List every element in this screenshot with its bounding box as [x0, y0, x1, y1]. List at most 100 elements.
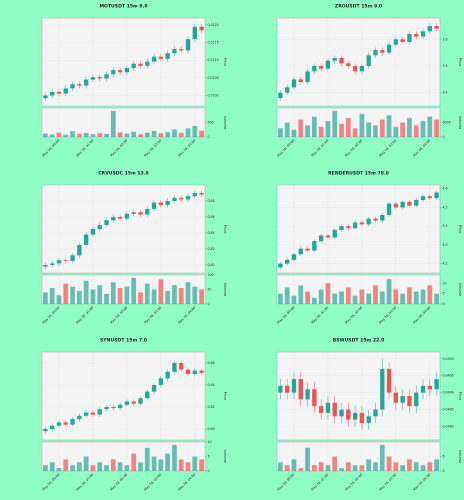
candle-body — [199, 193, 204, 195]
y-tick-label: 0.0490 — [443, 391, 454, 395]
candle-body — [380, 214, 385, 221]
x-tick-label: May 28, 00:00 — [41, 139, 60, 158]
volume-panel — [276, 107, 441, 138]
volume-tick-label: 5 — [443, 455, 445, 459]
chart-title: MOTUSDT 15m 8.0 — [99, 4, 147, 10]
volume-bar — [305, 125, 310, 137]
volume-bar — [131, 277, 137, 304]
y-tick-label: 0.0485 — [443, 408, 454, 412]
price-axis-label: Price — [223, 392, 227, 402]
candle-body — [83, 234, 89, 245]
price-axis-label: Price — [458, 225, 462, 235]
volume-bar — [178, 459, 184, 471]
x-tick-label: May 28, 01:00 — [75, 306, 94, 325]
volume-bar — [352, 295, 358, 304]
y-tick-label: 3.4 — [443, 91, 448, 95]
candle-body — [380, 368, 385, 410]
y-tick-label: 0.0495 — [443, 374, 454, 378]
candle-body — [298, 248, 303, 255]
volume-bar — [407, 287, 412, 304]
candle-body — [43, 429, 48, 432]
candle-body — [138, 398, 143, 404]
candle-body — [278, 92, 283, 98]
y-tick-label: 0.0110 — [208, 58, 219, 62]
x-tick-label: May 28, 02:00 — [344, 139, 363, 158]
candle-body — [332, 58, 337, 61]
candle-body — [285, 259, 290, 264]
candle-body — [111, 70, 116, 75]
candle-body — [179, 48, 184, 51]
chart-title: RENDERUSDT 15m 78.0 — [328, 171, 389, 177]
candle-body — [434, 192, 439, 199]
candle-body — [346, 409, 351, 420]
volume-bar — [70, 286, 75, 304]
volume-bar — [373, 462, 378, 471]
candle-body — [158, 56, 164, 59]
volume-bar — [49, 134, 55, 137]
y-tick-label: 0.60 — [208, 427, 215, 431]
volume-bar — [104, 293, 109, 304]
candle-body — [298, 79, 303, 82]
volume-bar — [97, 462, 103, 471]
candle-body — [124, 213, 130, 219]
volume-bar — [56, 132, 62, 137]
candle-body — [77, 245, 82, 256]
candle-body — [400, 396, 405, 403]
volume-bar — [420, 121, 426, 137]
y-tick-label: 0.0500 — [443, 357, 454, 361]
volume-bar — [352, 128, 358, 137]
volume-bar — [83, 132, 89, 137]
volume-bar — [172, 129, 177, 137]
candle-body — [318, 406, 324, 413]
candle-body — [366, 416, 371, 424]
volume-bar — [420, 465, 426, 471]
x-tick-label: May 28, 02:00 — [109, 473, 128, 492]
candle-body — [179, 363, 184, 370]
y-tick-label: 3.5 — [443, 64, 448, 68]
volume-bar — [83, 280, 89, 304]
candle-body — [70, 419, 75, 425]
volume-bar — [124, 133, 130, 137]
volume-bar — [339, 468, 344, 471]
candle-body — [145, 209, 150, 215]
candle-body — [83, 412, 89, 416]
candle-body — [172, 48, 177, 54]
volume-tick-label: 0 — [208, 302, 210, 306]
volume-bar — [298, 119, 304, 137]
candle-body — [192, 193, 197, 197]
candle-body — [312, 389, 317, 407]
y-tick-label: 0.86 — [208, 215, 215, 219]
volume-bar — [56, 295, 62, 304]
candle-body — [145, 61, 150, 66]
y-tick-label: 0.0100 — [208, 93, 219, 97]
candle-body — [312, 66, 317, 72]
volume-bar — [379, 291, 385, 304]
volume-bar — [43, 133, 48, 137]
volume-bar — [386, 279, 392, 304]
candle-body — [325, 402, 331, 413]
candle-body — [380, 50, 385, 53]
candle-body — [373, 50, 378, 56]
volume-bar — [318, 126, 324, 137]
x-tick-label: May 28, 02:00 — [344, 306, 363, 325]
candle-body — [352, 412, 358, 420]
volume-tick-label: 5 — [443, 292, 445, 296]
volume-bar — [178, 132, 184, 137]
candle-body — [43, 95, 48, 99]
chart-title: SYNUSDT 15m 7.0 — [100, 338, 147, 344]
volume-bar — [291, 129, 297, 137]
candle-body — [346, 226, 351, 229]
candle-body — [90, 77, 96, 80]
candle-body — [427, 26, 432, 32]
candle-body — [291, 79, 297, 88]
y-tick-label: 4.3 — [443, 243, 448, 247]
candle-body — [117, 217, 123, 219]
volume-axis-label: Volume — [223, 450, 227, 464]
volume-bar — [325, 121, 331, 137]
y-tick-label: 0.88 — [208, 199, 215, 203]
volume-bar — [151, 289, 157, 304]
volume-bar — [284, 465, 290, 471]
candle-body — [77, 84, 82, 86]
candle-body — [291, 254, 297, 260]
volume-bar — [325, 465, 331, 471]
